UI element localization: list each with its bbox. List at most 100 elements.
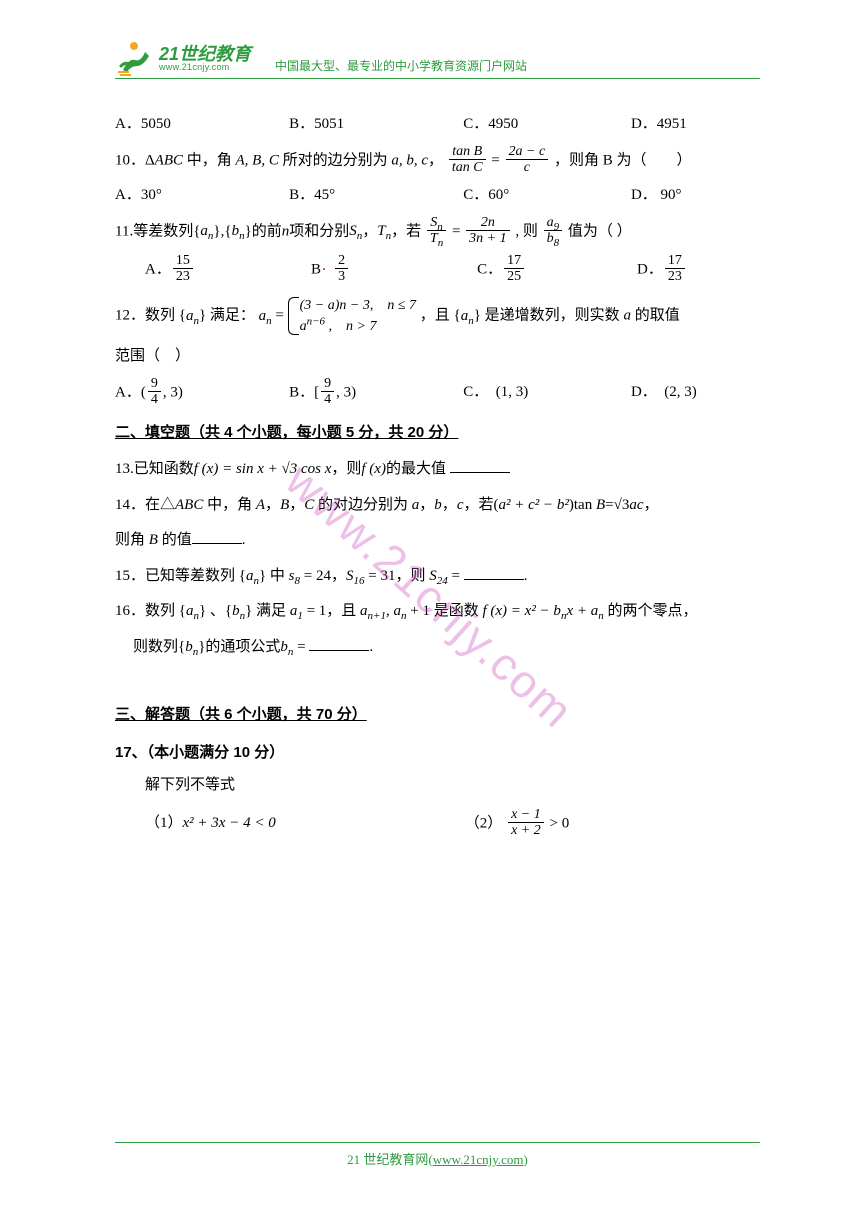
q16-line2: 则数列{bn}的通项公式bn = . — [115, 632, 760, 664]
q12-case1: (3 − a)n − 3, n ≤ 7 — [300, 295, 416, 316]
q16-mid4: 是函数 — [430, 603, 483, 619]
q10-options: A．30° B．45° C．60° D． 90° — [115, 180, 760, 212]
q10-tail: ，则角 B 为（ ） — [554, 152, 692, 168]
q9-opt-b: B．5051 — [289, 109, 463, 141]
q13-pre: 13.已知函数 — [115, 461, 194, 477]
q14-abc: ABC — [175, 497, 203, 513]
q10-eq: = — [491, 152, 503, 168]
q12-opt-b: B．[94, 3) — [289, 377, 463, 409]
q14-l2-tail: . — [242, 532, 246, 548]
q10-abc3: a, b, c — [391, 152, 428, 168]
q10-frac-r-den: c — [506, 160, 549, 175]
q12-case2: an−6 , n > 7 — [300, 316, 416, 337]
q13-blank — [450, 459, 510, 473]
q11-opt-a: A．1523 — [145, 254, 311, 286]
q10-opt-c: C．60° — [463, 180, 631, 212]
footer-link[interactable]: www.21cnjy.com — [433, 1152, 524, 1167]
q10-opt-d: D． 90° — [631, 180, 760, 212]
q13: 13.已知函数f (x) = sin x + √3 cos x，则f (x)的最… — [115, 454, 760, 486]
q10-abc: ABC — [155, 152, 183, 168]
q9-opt-a: A．5050 — [115, 109, 289, 141]
q10-frac-r: 2a − cc — [506, 144, 549, 176]
q15-blank — [464, 566, 524, 580]
q16-a1v: = 1 — [303, 603, 326, 619]
q10-opt-a: A．30° — [115, 180, 289, 212]
q11-an: an — [200, 223, 213, 239]
section3-title: 三、解答题（共 6 个小题，共 70 分） — [115, 699, 760, 731]
q15-tail: . — [524, 568, 528, 584]
page-footer: 21 世纪教育网(www.21cnjy.com) — [115, 1142, 760, 1168]
logo: 21世纪教育 www.21cnjy.com — [115, 40, 251, 76]
q11-opt-c: C．1725 — [477, 254, 637, 286]
q9-opt-c: C．4950 — [463, 109, 631, 141]
q13-tail: 的最大值 — [386, 461, 450, 477]
q10-opt-b: B．45° — [289, 180, 463, 212]
q11-r-num: 2n — [466, 215, 509, 231]
q10-mid2: 所对的边分别为 — [279, 152, 392, 168]
q11-frac2: 2n3n + 1 — [466, 215, 509, 247]
q16-l2-eq: = — [293, 639, 309, 655]
q17-parts: （1）x² + 3x − 4 < 0 （2） x − 1x + 2 > 0 — [115, 808, 760, 840]
q16-mid1: } 、{ — [199, 603, 232, 619]
q11-pre: 11.等差数列{ — [115, 223, 200, 239]
q14-pre: 14．在△ — [115, 497, 175, 513]
q15-mid1: } 中 — [259, 568, 289, 584]
q10-frac-l-num: tan B — [449, 144, 486, 160]
q14-expr: a² + c² − b² — [498, 497, 568, 513]
q12-an: an — [186, 308, 199, 324]
q11-frac1: SnTn — [427, 215, 446, 247]
q11-r-den: 3n + 1 — [466, 231, 509, 246]
q11-tail: 值为（ ） — [568, 223, 632, 239]
q12-mid3: } 是递增数列，则实数 — [474, 308, 624, 324]
q17-p2-label: （2） — [465, 815, 503, 831]
q12: 12．数列 {an} 满足： an = (3 − a)n − 3, n ≤ 7 … — [115, 295, 760, 337]
q11: 11.等差数列{an},{bn}的前n项和分别Sn，Tn，若 SnTn = 2n… — [115, 216, 760, 248]
q12-mid1: } 满足： — [199, 308, 255, 324]
q10-abc2: A, B, C — [236, 152, 279, 168]
q9-opt-d: D．4951 — [631, 109, 760, 141]
q11-frac3: a9b8 — [544, 215, 563, 247]
q10-mid1: 中，角 — [183, 152, 236, 168]
q15-eq: = — [448, 568, 464, 584]
q10-frac-r-num: 2a − c — [506, 144, 549, 160]
q11-opt-b: B．23 — [311, 254, 477, 286]
q16-l2-tail: . — [369, 639, 373, 655]
q12-mid4: 的取值 — [631, 308, 680, 324]
q17-p2: （2） x − 1x + 2 > 0 — [465, 808, 760, 840]
q17-p1-expr: x² + 3x − 4 < 0 — [183, 815, 276, 831]
q13-mid: ，则 — [331, 461, 361, 477]
footer-suf: ) — [524, 1152, 528, 1167]
q11-mid1: }的前 — [245, 223, 282, 239]
q14: 14．在△ABC 中，角 A，B，C 的对边分别为 a，b，c，若(a² + c… — [115, 490, 760, 522]
q13-fx: f (x) = sin x + √3 cos x — [194, 461, 332, 477]
q12-pre: 12．数列 { — [115, 308, 186, 324]
q14-l2-mid: 的值 — [158, 532, 192, 548]
q11-options: A．1523 B．23 C．1725 D．1723 — [115, 254, 760, 286]
q17-p2-tail: > 0 — [549, 815, 569, 831]
q15-pre: 15．已知等差数列 { — [115, 568, 246, 584]
q12-opt-d: D． (2, 3) — [631, 377, 760, 409]
q17-title: 17、（本小题满分 10 分） — [115, 737, 760, 769]
q12-a: a — [623, 308, 631, 324]
section2-title: 二、填空题（共 4 个小题，每小题 5 分，共 20 分） — [115, 417, 760, 449]
q17-sub: 解下列不等式 — [115, 770, 760, 802]
q11-bn: bn — [232, 223, 245, 239]
q14-l2-pre: 则角 — [115, 532, 149, 548]
q14-mid3: ，若( — [463, 497, 498, 513]
logo-text: 21世纪教育 www.21cnjy.com — [159, 45, 251, 72]
q10-pre: 10．Δ — [115, 152, 155, 168]
logo-runner-icon — [115, 40, 155, 76]
page-container: 21世纪教育 www.21cnjy.com 中国最大型、最专业的中小学教育资源门… — [0, 0, 860, 1216]
q16-blank — [309, 637, 369, 651]
q9-options: A．5050 B．5051 C．4950 D．4951 — [115, 109, 760, 141]
q11-opt-d: D．1723 — [637, 254, 760, 286]
q16-plus1: + 1 — [406, 603, 429, 619]
q16-mid3: ，且 — [326, 603, 360, 619]
q10: 10．ΔABC 中，角 A, B, C 所对的边分别为 a, b, c， tan… — [115, 145, 760, 177]
header-subtitle: 中国最大型、最专业的中小学教育资源门户网站 — [275, 57, 527, 76]
q12-opt-a: A．(94, 3) — [115, 377, 289, 409]
q16-l2-pre: 则数列{ — [133, 639, 185, 655]
q10-frac-l-den: tan C — [449, 160, 486, 175]
q11-mid2: 项和分别 — [289, 223, 349, 239]
q15: 15．已知等差数列 {an} 中 s8 = 24，S16 = 31，则 S24 … — [115, 561, 760, 593]
